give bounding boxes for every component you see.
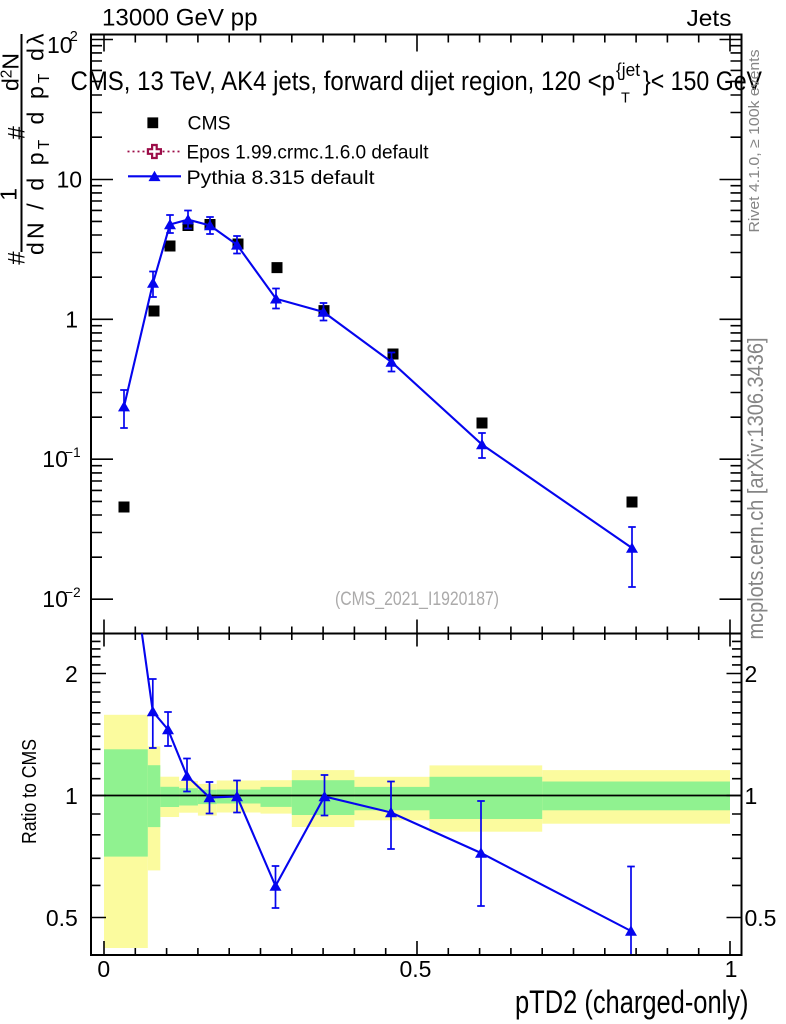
svg-text:(CMS_2021_I1920187): (CMS_2021_I1920187) — [335, 588, 499, 610]
svg-text:1: 1 — [725, 956, 738, 982]
svg-text:−2: −2 — [65, 585, 80, 600]
svg-text:2: 2 — [65, 661, 78, 687]
svg-text:0.5: 0.5 — [745, 905, 777, 931]
svg-text:#: # — [3, 251, 30, 265]
svg-text:Ratio to CMS: Ratio to CMS — [18, 739, 41, 844]
svg-text:d2N: d2N — [0, 53, 23, 91]
svg-text:CMS, 13 TeV, AK4 jets, forward: CMS, 13 TeV, AK4 jets, forward dijet reg… — [71, 66, 616, 96]
svg-text:0: 0 — [97, 956, 110, 982]
svg-text:mcplots.cern.ch [arXiv:1306.34: mcplots.cern.ch [arXiv:1306.3436] — [743, 338, 768, 640]
svg-text:Epos 1.99.crmc.1.6.0 default: Epos 1.99.crmc.1.6.0 default — [187, 142, 430, 164]
svg-text:}< 150 GeV: }< 150 GeV — [643, 66, 762, 96]
svg-text:10: 10 — [42, 586, 68, 612]
svg-text:{jet: {jet — [616, 60, 640, 80]
svg-text:10: 10 — [47, 32, 73, 58]
svg-text:13000 GeV pp: 13000 GeV pp — [102, 4, 258, 31]
svg-text:CMS: CMS — [188, 113, 231, 135]
svg-text:Rivet 4.1.0, ≥ 100k events: Rivet 4.1.0, ≥ 100k events — [746, 50, 763, 233]
svg-text:#: # — [4, 125, 31, 139]
svg-text:10: 10 — [42, 446, 68, 472]
svg-text:0.5: 0.5 — [46, 905, 78, 931]
svg-text:0.5: 0.5 — [400, 956, 432, 982]
svg-text:1: 1 — [0, 188, 22, 201]
svg-text:2: 2 — [70, 29, 78, 45]
svg-text:Jets: Jets — [687, 5, 732, 31]
svg-text:1: 1 — [65, 306, 78, 332]
svg-text:1: 1 — [65, 783, 78, 809]
svg-text:−1: −1 — [65, 445, 80, 460]
svg-text:10: 10 — [57, 167, 83, 193]
svg-text:Pythia 8.315 default: Pythia 8.315 default — [187, 167, 376, 189]
svg-text:pTD2 (charged-only): pTD2 (charged-only) — [515, 984, 749, 1020]
svg-text:dN / d pT: dN / d pT — [23, 137, 54, 255]
svg-text:1: 1 — [745, 783, 758, 809]
svg-text:2: 2 — [745, 661, 758, 687]
svg-text:T: T — [621, 91, 630, 107]
